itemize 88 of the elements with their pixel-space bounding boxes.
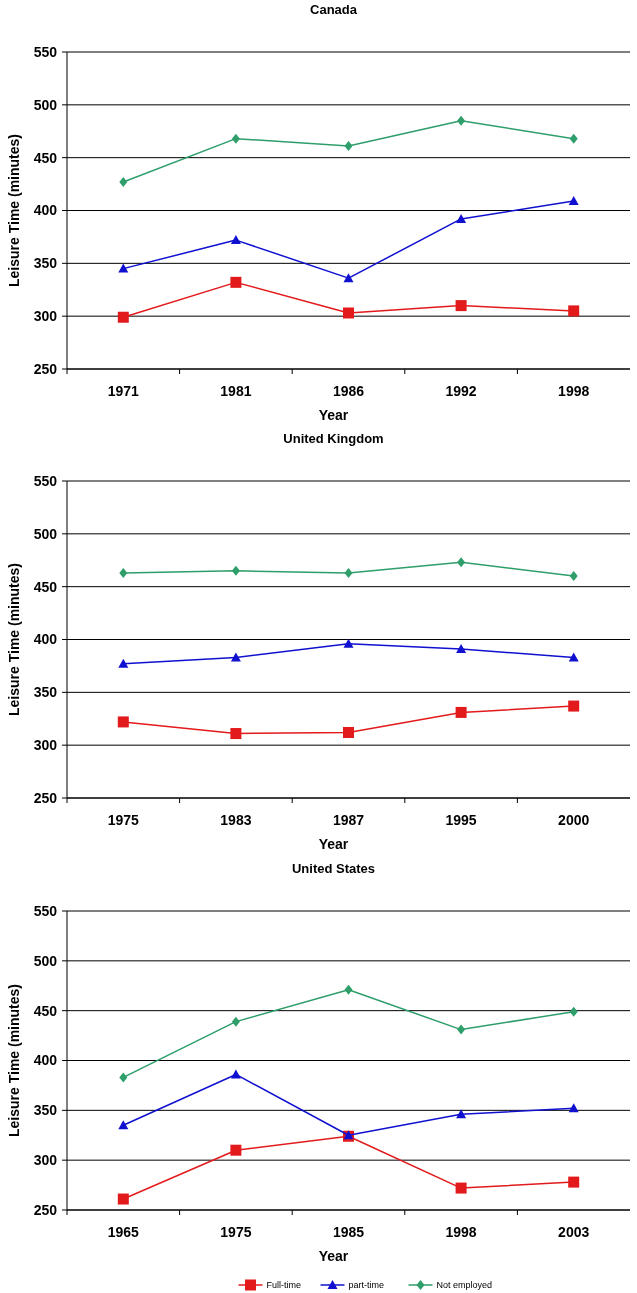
point [343, 307, 354, 319]
y-tick-label: 300 [33, 737, 58, 754]
point [230, 728, 242, 740]
point [569, 571, 578, 582]
point [118, 658, 129, 668]
y-axis-title: Leisure Time (minutes) [6, 562, 22, 717]
point [343, 726, 354, 738]
x-tick-label: 1995 [445, 812, 477, 828]
chart-title: Canada [310, 2, 358, 17]
point [455, 706, 467, 718]
point [568, 305, 580, 317]
y-tick-label: 450 [33, 578, 58, 595]
y-tick-label: 500 [33, 952, 58, 969]
y-tick-label: 400 [33, 202, 58, 219]
y-tick-label: 350 [33, 1102, 58, 1119]
point [456, 213, 467, 223]
y-tick-label: 450 [33, 1002, 58, 1019]
y-axis-title: Leisure Time (minutes) [6, 983, 22, 1138]
x-tick-label: 1985 [332, 1224, 365, 1240]
point [119, 176, 128, 187]
point [344, 984, 353, 995]
point [231, 1016, 240, 1027]
chart-title: United Kingdom [283, 431, 384, 446]
y-tick-label: 250 [33, 789, 58, 806]
x-tick-label: 1975 [220, 1224, 252, 1240]
legend-label: Full-time [266, 1280, 302, 1291]
point [455, 1182, 467, 1194]
x-tick-label: 2000 [558, 812, 590, 828]
point [230, 276, 242, 288]
y-tick-label: 400 [33, 1052, 58, 1069]
y-tick-label: 500 [33, 525, 58, 542]
y-tick-label: 450 [33, 149, 58, 166]
point [568, 700, 580, 712]
point [118, 263, 129, 273]
point [456, 1109, 467, 1119]
x-tick-label: 1992 [445, 383, 477, 399]
y-tick-label: 350 [33, 255, 58, 272]
point [230, 1144, 242, 1156]
point [231, 133, 240, 144]
point [343, 638, 354, 648]
y-tick-label: 250 [33, 360, 58, 377]
point [455, 300, 467, 312]
x-axis-title: Year [318, 407, 349, 423]
chart-title: United States [291, 861, 376, 876]
x-axis-title: Year [318, 1248, 349, 1264]
x-axis-title: Year [318, 836, 349, 852]
y-tick-label: 550 [33, 43, 58, 60]
x-tick-label: 1965 [107, 1224, 140, 1240]
y-tick-label: 500 [33, 96, 58, 113]
x-tick-label: 1983 [220, 812, 252, 828]
y-tick-label: 400 [33, 631, 58, 648]
x-tick-label: 1998 [558, 383, 590, 399]
x-tick-label: 2003 [558, 1224, 590, 1240]
point [457, 115, 466, 126]
x-tick-label: 1975 [107, 812, 140, 828]
point [117, 1193, 129, 1205]
point [119, 567, 128, 578]
point [230, 235, 241, 245]
x-tick-label: 1981 [220, 383, 252, 399]
x-tick-label: 1987 [332, 812, 365, 828]
point [344, 567, 353, 578]
point [568, 1103, 579, 1113]
point [457, 557, 466, 568]
y-tick-label: 550 [33, 902, 58, 919]
point [117, 311, 129, 323]
point [568, 195, 579, 205]
point [344, 141, 353, 152]
x-tick-label: 1971 [107, 383, 140, 399]
point [343, 273, 354, 283]
y-tick-label: 350 [33, 684, 58, 701]
y-tick-label: 300 [33, 1152, 58, 1169]
point [119, 1072, 128, 1083]
point [231, 565, 240, 576]
legend-label: part-time [348, 1280, 385, 1291]
y-tick-label: 550 [33, 472, 58, 489]
legend-label: Not employed [436, 1280, 493, 1291]
point [456, 644, 467, 654]
y-axis-title: Leisure Time (minutes) [6, 133, 22, 288]
x-tick-label: 1998 [445, 1224, 477, 1240]
x-tick-label: 1986 [332, 383, 365, 399]
point [568, 1176, 580, 1188]
point [569, 1006, 578, 1017]
y-tick-label: 250 [33, 1201, 58, 1218]
point [117, 716, 129, 728]
y-tick-label: 300 [33, 308, 58, 325]
point [569, 133, 578, 144]
point [457, 1024, 466, 1035]
point [118, 1120, 129, 1130]
